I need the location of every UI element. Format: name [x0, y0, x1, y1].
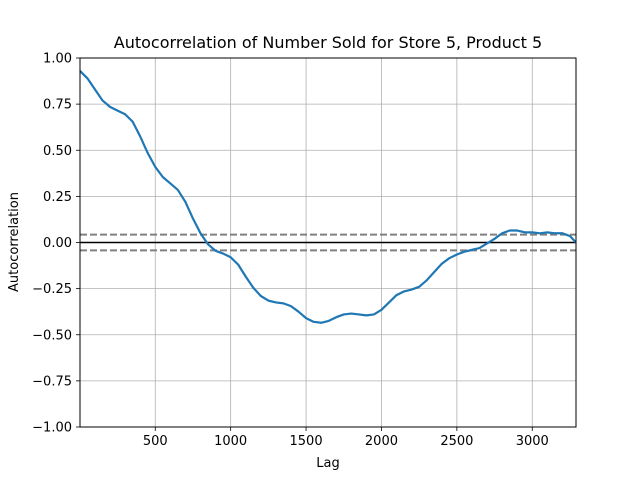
x-tick-label: 1500 — [290, 434, 323, 449]
y-tick-label: 0.75 — [43, 98, 72, 113]
y-tick-label: −1.00 — [32, 421, 72, 436]
y-tick-label: 0.00 — [43, 236, 72, 251]
x-axis-label: Lag — [316, 456, 339, 471]
y-tick-label: 0.25 — [43, 190, 72, 205]
y-axis-label: Autocorrelation — [7, 192, 22, 292]
x-tick-label: 2000 — [365, 434, 398, 449]
x-axis-ticks: 500 1000 1500 2000 2500 3000 — [143, 427, 549, 449]
y-tick-label: −0.25 — [32, 282, 72, 297]
series-line-0 — [79, 70, 577, 324]
y-axis-ticks: −1.00 −0.75 −0.50 −0.25 0.00 0.25 0.50 0.75 1.00 — [32, 52, 80, 436]
reference-lines — [80, 233, 576, 252]
y-tick-label: −0.75 — [32, 374, 72, 389]
series-layer — [79, 70, 577, 324]
x-tick-label: 500 — [143, 434, 168, 449]
chart-title: Autocorrelation of Number Sold for Store… — [114, 33, 542, 52]
x-tick-label: 2500 — [440, 434, 473, 449]
x-tick-label: 3000 — [516, 434, 549, 449]
y-tick-label: 1.00 — [43, 52, 72, 67]
y-tick-label: 0.50 — [43, 144, 72, 159]
x-tick-label: 1000 — [214, 434, 247, 449]
y-tick-label: −0.50 — [32, 328, 72, 343]
